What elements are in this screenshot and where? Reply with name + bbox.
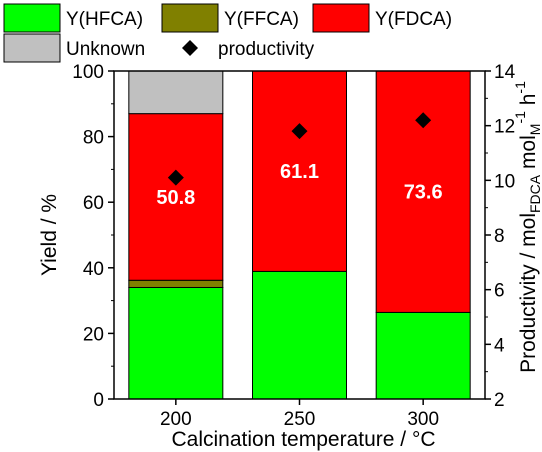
- bar-unknown-200: [128, 70, 224, 115]
- y2-tick-label: 2: [494, 390, 505, 411]
- y2-axis-title-part: Productivity / mol: [517, 213, 540, 373]
- data-label-fdca-300: 73.6: [404, 182, 443, 204]
- y-tick-label: 20: [83, 324, 104, 345]
- y2-tick-label: 14: [494, 62, 516, 83]
- y-tick-label: 80: [83, 128, 104, 149]
- legend-label-y-hfca-: Y(HFCA): [66, 9, 143, 30]
- data-label-fdca-200: 50.8: [156, 187, 195, 209]
- y-tick-label: 0: [93, 390, 104, 411]
- legend-label-unknown: Unknown: [66, 39, 145, 60]
- legend-swatch-y-ffca-: [161, 3, 219, 33]
- legend-label-productivity: productivity: [218, 39, 315, 60]
- y-axis-title: Yield / %: [38, 194, 61, 276]
- legend-swatch-y-fdca-: [312, 3, 370, 33]
- productivity-point-250: [291, 123, 308, 140]
- data-label-fdca-250: 61.1: [280, 161, 319, 183]
- legend-label-y-fdca-: Y(FDCA): [375, 9, 452, 30]
- y2-tick-label: 8: [494, 226, 505, 247]
- bar-y-fdca--250: [252, 70, 347, 272]
- y2-axis-title-part: -1: [512, 111, 528, 124]
- legend: Y(HFCA) Y(FFCA) Y(FDCA) Unknown productivity: [3, 3, 452, 63]
- x-tick-label: 250: [284, 409, 316, 430]
- legend-swatch-unknown: [3, 33, 61, 63]
- x-tick-label: 200: [160, 409, 192, 430]
- y2-axis-title-part: FDCA: [527, 174, 542, 213]
- plot-area: 50.8 61.1 73.6: [128, 70, 471, 400]
- y2-tick-label: 6: [494, 281, 505, 302]
- y2-axis-title-part: mol: [517, 135, 540, 175]
- bar-y-fdca--200: [128, 113, 224, 281]
- y2-axis-title-part: h: [517, 94, 540, 112]
- legend-label-y-ffca-: Y(FFCA): [224, 9, 299, 30]
- bar-y-hfca--300: [375, 311, 471, 400]
- productivity-point-200: [167, 169, 184, 186]
- y2-tick-label: 10: [494, 171, 515, 192]
- bar-y-ffca--200: [128, 279, 224, 288]
- y2-tick-label: 12: [494, 117, 515, 138]
- y-tick-label: 100: [72, 62, 104, 83]
- productivity-point-300: [415, 112, 432, 129]
- x-tick-label: 300: [407, 409, 439, 430]
- bar-y-hfca--200: [128, 286, 224, 400]
- x-axis-title: Calcination temperature / °C: [171, 428, 435, 451]
- y-tick-label: 60: [83, 193, 104, 214]
- legend-marker-productivity: [182, 40, 198, 56]
- y-tick-label: 40: [83, 259, 104, 280]
- axes: 0 20 40 60 80 100 2 4 6 8 10 12 14 200 250 300Calcinati…: [38, 62, 542, 451]
- y2-axis-title: Productivity / molFDCA molM-1 h-1: [512, 81, 542, 373]
- y2-tick-label: 4: [494, 335, 505, 356]
- legend-swatch-y-hfca-: [3, 3, 61, 33]
- bar-y-hfca--250: [252, 270, 347, 400]
- y2-axis-title-part: M: [527, 124, 542, 136]
- y2-axis-title-part: -1: [512, 81, 528, 94]
